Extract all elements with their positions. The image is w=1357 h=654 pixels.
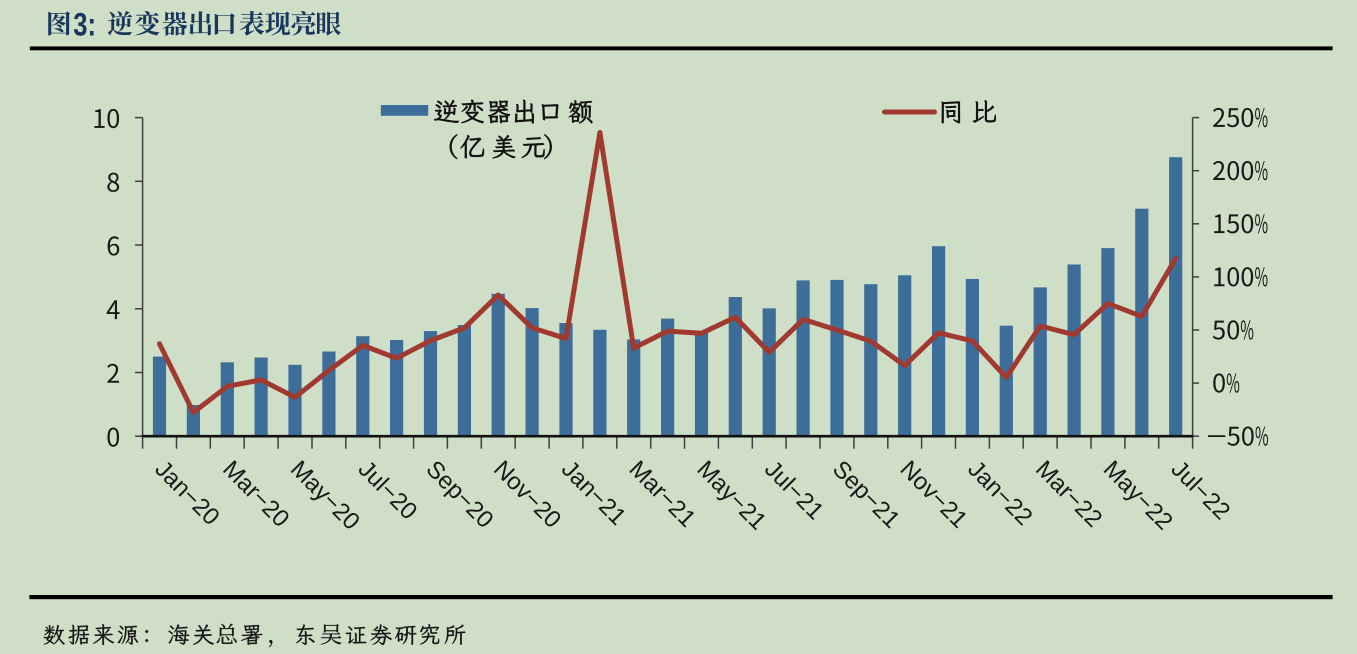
svg-text:3:: 3: [73, 8, 96, 43]
